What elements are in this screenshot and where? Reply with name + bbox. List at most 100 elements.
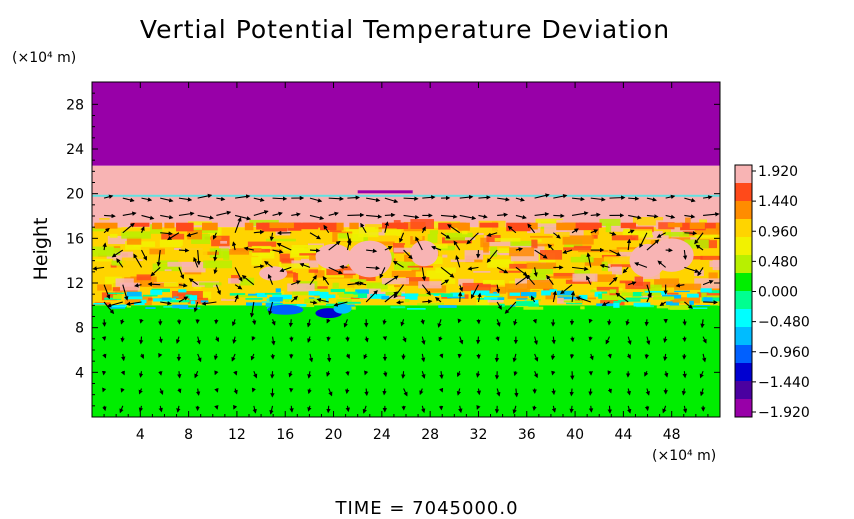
field-cell (248, 293, 257, 296)
wind-vector (703, 212, 720, 217)
field-cell (229, 249, 250, 255)
field-cell (400, 293, 419, 297)
field-cell (181, 245, 208, 257)
field-cell (670, 305, 688, 310)
wind-vector (250, 353, 255, 361)
wind-vector (140, 226, 145, 233)
wind-vector (176, 405, 181, 413)
wind-vector (646, 197, 658, 202)
field-cell (178, 289, 187, 293)
field-cell (516, 298, 528, 300)
field-cell (701, 292, 707, 299)
field-cell (533, 243, 554, 247)
field-cell (269, 222, 294, 229)
warm-plume (347, 240, 392, 278)
field-cell (709, 260, 720, 268)
wind-vector (249, 301, 255, 318)
field-cell (330, 288, 346, 293)
field-cell (355, 289, 369, 294)
wind-vector (141, 197, 153, 202)
field-cell (299, 304, 315, 308)
wind-vector (659, 301, 666, 307)
field-cell (599, 240, 611, 249)
field-cell (611, 266, 623, 275)
colorbar-label: −1.920 (758, 405, 810, 421)
layer-lower (92, 305, 720, 417)
field-cell (611, 235, 639, 241)
field-cell (97, 284, 112, 291)
wind-vector (663, 353, 668, 362)
wind-vector (628, 214, 642, 220)
field-cell (493, 291, 497, 294)
wind-vector (571, 266, 589, 272)
wind-vector (196, 336, 201, 345)
field-cell (719, 219, 720, 226)
wind-vector (269, 405, 274, 415)
field-cell (715, 222, 720, 231)
wind-vector (253, 197, 265, 202)
wind-vector (681, 388, 687, 396)
wind-vector (605, 336, 610, 345)
wind-vector (562, 249, 573, 254)
field-cell (258, 250, 275, 259)
x-tick-label: 20 (325, 427, 343, 443)
field-cell (396, 222, 409, 230)
field-cell (594, 274, 616, 282)
wind-vector (575, 296, 591, 303)
field-cell (622, 230, 653, 236)
wind-vector (197, 214, 215, 220)
wind-vector (269, 232, 275, 242)
wind-vector (279, 266, 292, 273)
wind-vector (459, 214, 477, 221)
wind-vector (133, 253, 142, 268)
wind-vector (141, 214, 155, 220)
wind-vector (478, 195, 491, 200)
wind-vector (534, 353, 539, 362)
colorbar-swatch (735, 219, 752, 238)
field-cell (631, 295, 641, 298)
field-cell (406, 308, 426, 310)
wind-vector (122, 197, 135, 203)
field-cell (166, 300, 190, 303)
field-cell (621, 292, 644, 296)
wind-vector (609, 195, 626, 200)
colorbar-label: −0.480 (758, 315, 810, 331)
field-cell (338, 233, 349, 239)
warm-plume (649, 238, 694, 272)
field-cell (335, 222, 344, 231)
field-cell (670, 302, 679, 307)
wind-vector (609, 231, 617, 236)
wind-vector (384, 197, 399, 204)
field-cell (665, 292, 679, 295)
field-cell (580, 254, 589, 260)
field-cell (717, 302, 720, 306)
field-cell (99, 247, 121, 256)
wind-vector (476, 388, 482, 396)
wind-vector (403, 388, 408, 397)
field-cell (176, 222, 194, 232)
wind-vector (599, 263, 610, 269)
wind-vector (656, 232, 666, 238)
field-cell (598, 291, 608, 294)
wind-vector (609, 249, 622, 256)
x-tick-label: 40 (566, 427, 584, 443)
wind-vector (125, 301, 142, 306)
field-cell (571, 303, 583, 305)
field-cell (261, 301, 281, 303)
field-cell (580, 306, 585, 310)
wind-vector (456, 388, 462, 396)
field-cell (140, 299, 147, 304)
field-cell (381, 295, 390, 300)
wind-vector (267, 273, 274, 285)
wind-vector (434, 297, 442, 303)
x-axis: 4 8 12 16 20 24 28 32 36 40 44 48 (103, 82, 709, 443)
wind-vector (665, 214, 676, 219)
wind-vector (234, 267, 243, 282)
field-cell (652, 296, 675, 300)
field-cell (150, 290, 163, 295)
wind-vector (439, 387, 444, 393)
field-cell (572, 273, 598, 282)
field-cell (228, 278, 241, 284)
wind-vector (241, 274, 255, 286)
wind-vector (628, 281, 637, 286)
